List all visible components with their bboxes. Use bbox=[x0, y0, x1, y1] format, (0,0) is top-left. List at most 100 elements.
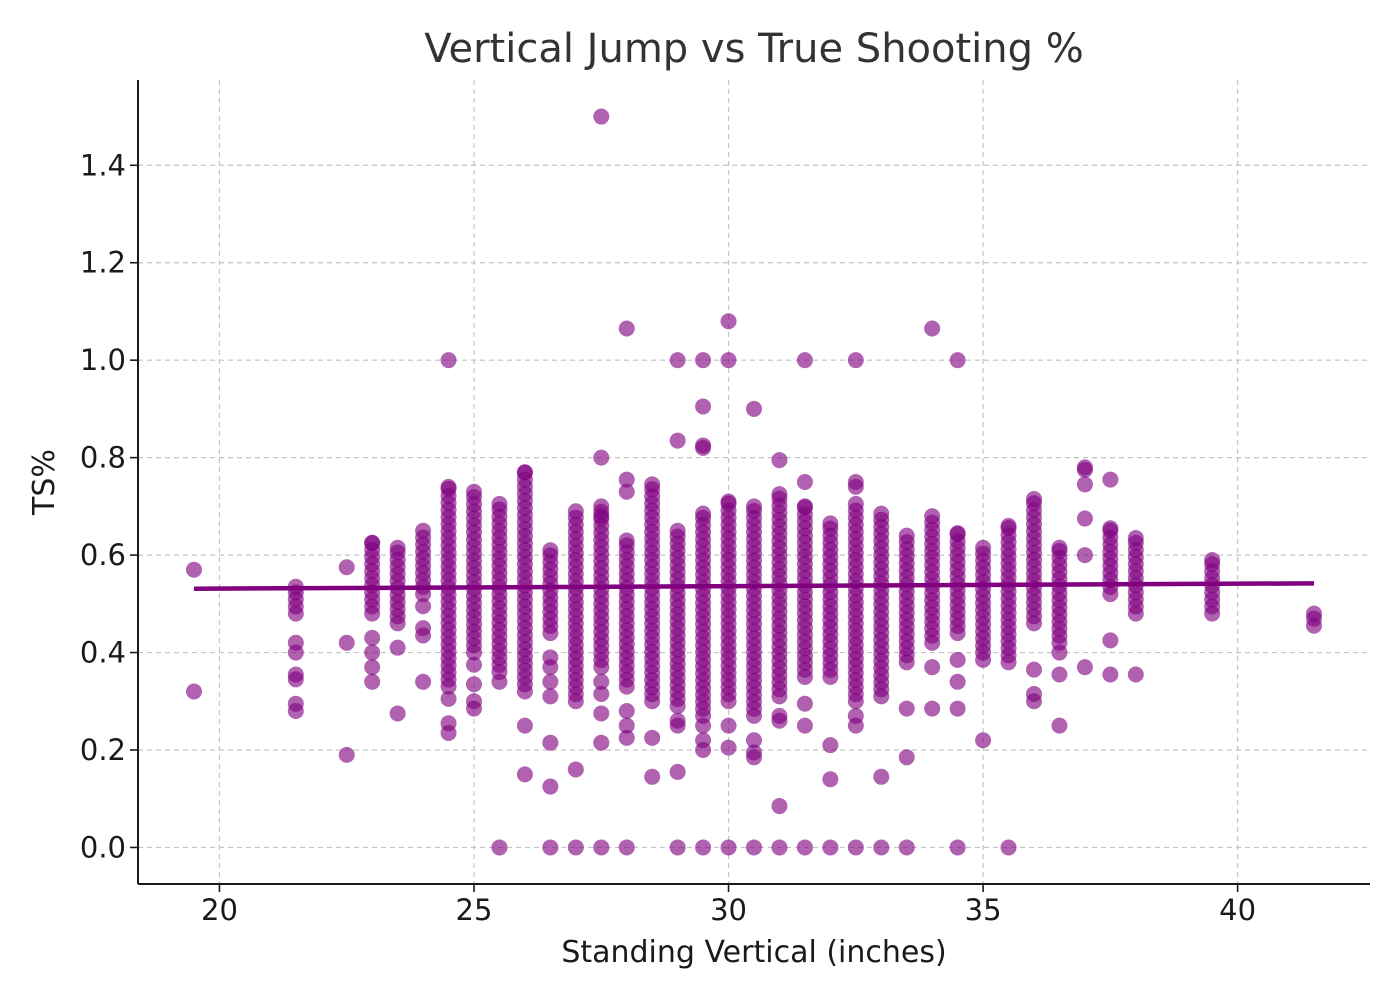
data-point bbox=[797, 352, 813, 368]
y-tick-label: 1.2 bbox=[80, 246, 126, 280]
data-point bbox=[619, 839, 635, 855]
data-point bbox=[644, 476, 660, 492]
data-point bbox=[695, 398, 711, 414]
data-point bbox=[542, 735, 558, 751]
data-point bbox=[797, 474, 813, 490]
trend-line-group bbox=[194, 583, 1314, 588]
data-point bbox=[1001, 839, 1017, 855]
data-point bbox=[644, 730, 660, 746]
data-point bbox=[771, 486, 787, 502]
data-point bbox=[848, 479, 864, 495]
data-point bbox=[542, 542, 558, 558]
data-point bbox=[288, 645, 304, 661]
data-point bbox=[975, 540, 991, 556]
data-point bbox=[339, 635, 355, 651]
data-point bbox=[542, 659, 558, 675]
data-point bbox=[619, 730, 635, 746]
data-point bbox=[619, 321, 635, 337]
y-axis-label: TS% bbox=[27, 449, 62, 516]
data-point bbox=[746, 749, 762, 765]
data-point bbox=[1051, 645, 1067, 661]
data-point bbox=[746, 401, 762, 417]
data-point bbox=[924, 321, 940, 337]
data-point bbox=[1077, 511, 1093, 527]
data-point bbox=[1102, 520, 1118, 536]
data-point bbox=[721, 839, 737, 855]
data-point bbox=[466, 484, 482, 500]
data-points bbox=[186, 109, 1322, 856]
data-point bbox=[873, 839, 889, 855]
data-point bbox=[491, 496, 507, 512]
data-point bbox=[899, 749, 915, 765]
data-point bbox=[721, 352, 737, 368]
data-point bbox=[695, 742, 711, 758]
data-point bbox=[975, 732, 991, 748]
data-point bbox=[1051, 540, 1067, 556]
data-point bbox=[1026, 662, 1042, 678]
data-point bbox=[924, 508, 940, 524]
data-point bbox=[288, 671, 304, 687]
data-point bbox=[593, 735, 609, 751]
data-point bbox=[568, 761, 584, 777]
data-point bbox=[390, 705, 406, 721]
data-point bbox=[619, 532, 635, 548]
data-point bbox=[695, 352, 711, 368]
data-point bbox=[670, 352, 686, 368]
data-point bbox=[771, 798, 787, 814]
data-point bbox=[619, 703, 635, 719]
data-point bbox=[721, 313, 737, 329]
data-point bbox=[1128, 666, 1144, 682]
data-point bbox=[695, 718, 711, 734]
data-point bbox=[1128, 530, 1144, 546]
data-point bbox=[542, 779, 558, 795]
data-point bbox=[415, 598, 431, 614]
data-point bbox=[288, 703, 304, 719]
data-point bbox=[491, 839, 507, 855]
y-tick-label: 1.4 bbox=[80, 148, 126, 182]
data-point bbox=[1102, 666, 1118, 682]
data-point bbox=[1051, 666, 1067, 682]
data-point bbox=[466, 701, 482, 717]
data-point bbox=[797, 696, 813, 712]
data-point bbox=[950, 674, 966, 690]
data-point bbox=[899, 528, 915, 544]
data-point bbox=[1077, 547, 1093, 563]
data-point bbox=[848, 839, 864, 855]
data-point bbox=[441, 691, 457, 707]
data-point bbox=[721, 493, 737, 509]
data-point bbox=[466, 676, 482, 692]
data-point bbox=[593, 705, 609, 721]
data-point bbox=[186, 684, 202, 700]
data-point bbox=[491, 674, 507, 690]
data-point bbox=[542, 688, 558, 704]
data-point bbox=[670, 764, 686, 780]
data-point bbox=[542, 839, 558, 855]
data-point bbox=[364, 674, 380, 690]
data-point bbox=[644, 769, 660, 785]
data-point bbox=[441, 352, 457, 368]
data-point bbox=[797, 839, 813, 855]
data-point bbox=[364, 630, 380, 646]
data-point bbox=[390, 640, 406, 656]
y-tick-label: 0.2 bbox=[80, 733, 126, 767]
data-point bbox=[593, 450, 609, 466]
data-point bbox=[441, 479, 457, 495]
data-point bbox=[415, 523, 431, 539]
data-point bbox=[1077, 462, 1093, 478]
x-tick-label: 30 bbox=[710, 893, 747, 927]
data-point bbox=[1077, 659, 1093, 675]
data-point bbox=[848, 496, 864, 512]
data-point bbox=[695, 839, 711, 855]
data-point bbox=[797, 498, 813, 514]
data-point bbox=[1306, 606, 1322, 622]
data-point bbox=[950, 525, 966, 541]
data-point bbox=[364, 645, 380, 661]
data-point bbox=[848, 352, 864, 368]
data-point bbox=[950, 652, 966, 668]
data-point bbox=[466, 657, 482, 673]
data-point bbox=[924, 659, 940, 675]
data-point bbox=[746, 498, 762, 514]
data-point bbox=[619, 484, 635, 500]
data-point bbox=[822, 839, 838, 855]
